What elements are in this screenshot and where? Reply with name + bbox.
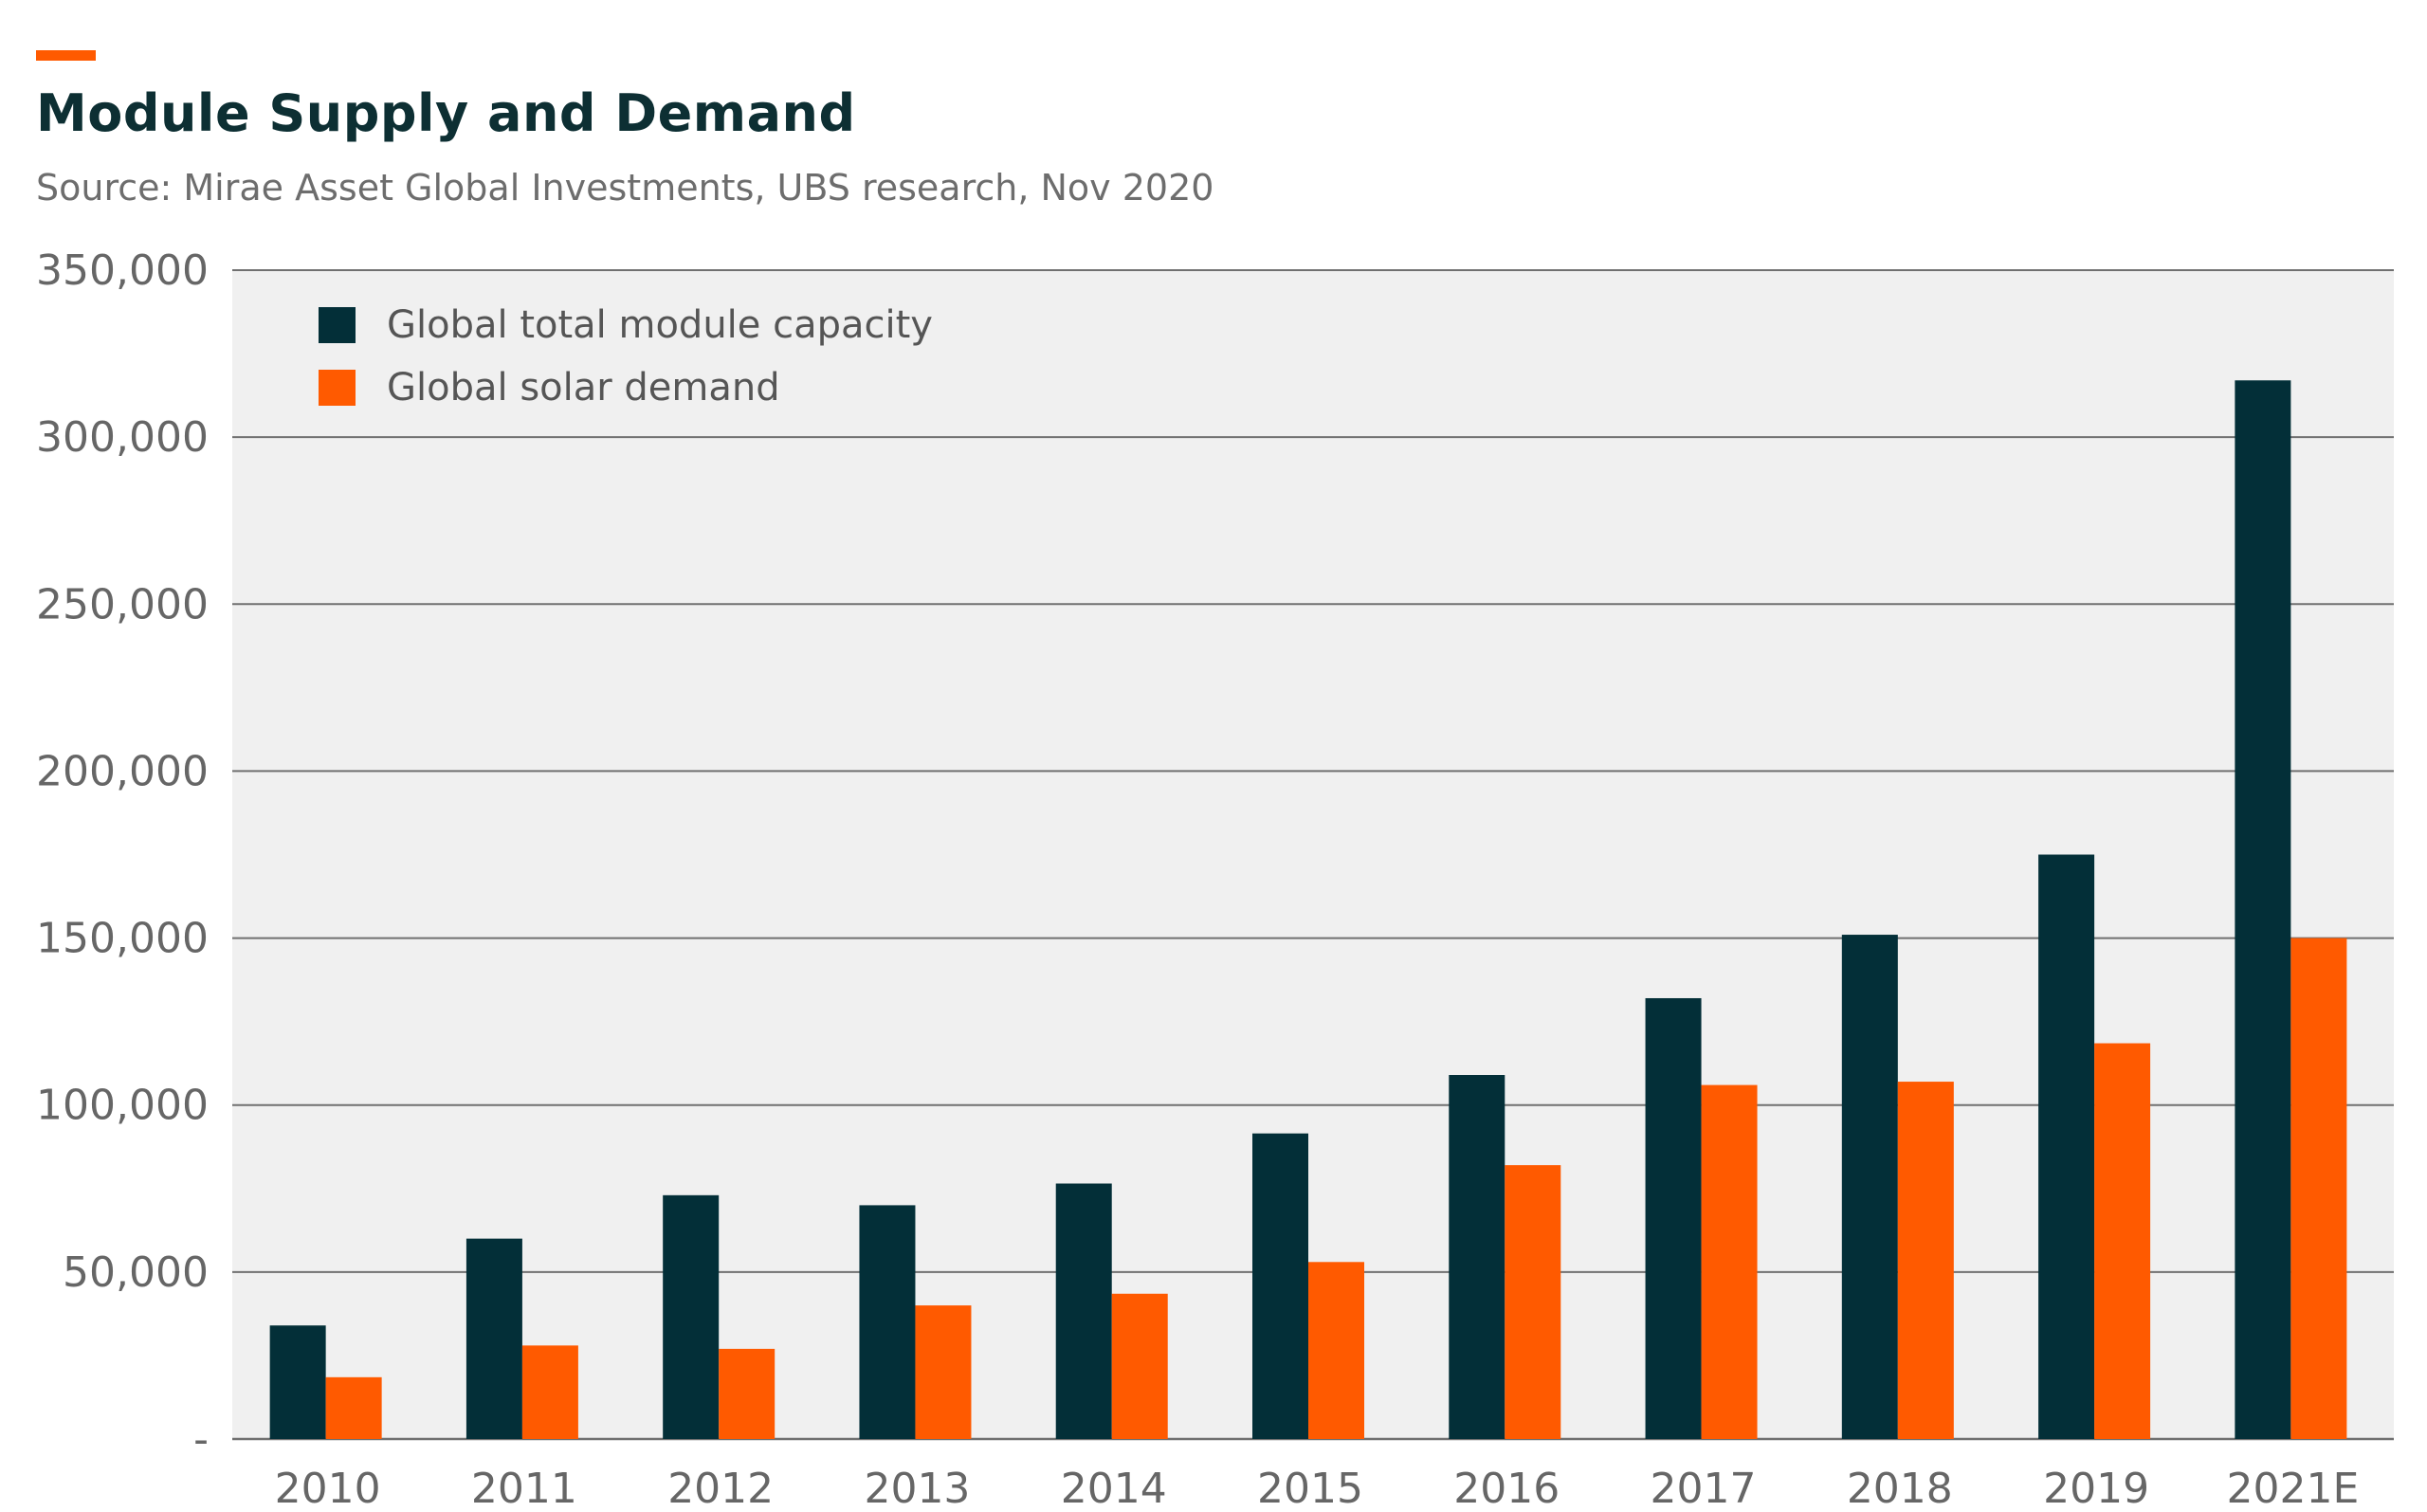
x-tick-label: 2015 bbox=[1257, 1465, 1363, 1512]
bar-solar-demand bbox=[521, 1345, 578, 1439]
bar-solar-demand bbox=[1308, 1262, 1364, 1439]
y-tick-label: 100,000 bbox=[36, 1082, 209, 1130]
bar-module-capacity bbox=[1841, 935, 1898, 1439]
x-tick-label: 2016 bbox=[1453, 1465, 1560, 1512]
x-tick-label: 2021E bbox=[2226, 1465, 2359, 1512]
bar-solar-demand bbox=[1897, 1082, 1954, 1439]
bar-module-capacity bbox=[2038, 854, 2095, 1439]
bar-solar-demand bbox=[719, 1348, 776, 1439]
x-tick-label: 2013 bbox=[864, 1465, 970, 1512]
bar-solar-demand bbox=[1111, 1293, 1168, 1439]
x-tick-label: 2010 bbox=[275, 1465, 381, 1512]
y-tick-label: - bbox=[193, 1415, 209, 1464]
legend-swatch-solar-demand bbox=[319, 370, 356, 406]
y-tick-label: 250,000 bbox=[36, 580, 209, 628]
title-accent-bar bbox=[36, 50, 96, 61]
x-tick-label: 2012 bbox=[667, 1465, 774, 1512]
chart-title: Module Supply and Demand bbox=[36, 83, 856, 143]
x-tick-label: 2014 bbox=[1061, 1465, 1167, 1512]
bar-module-capacity bbox=[663, 1194, 720, 1439]
legend-label-module-capacity: Global total module capacity bbox=[387, 303, 933, 347]
bar-module-capacity bbox=[269, 1325, 326, 1439]
x-tick-label: 2017 bbox=[1651, 1465, 1757, 1512]
legend-label-solar-demand: Global solar demand bbox=[387, 366, 780, 410]
bar-solar-demand bbox=[1505, 1165, 1561, 1439]
bar-module-capacity bbox=[2235, 380, 2291, 1439]
bar-module-capacity bbox=[859, 1205, 916, 1439]
legend-swatch-module-capacity bbox=[319, 307, 356, 343]
bar-module-capacity bbox=[1645, 997, 1702, 1439]
x-tick-label: 2011 bbox=[471, 1465, 577, 1512]
bar-solar-demand bbox=[2290, 938, 2347, 1439]
y-tick-label: 300,000 bbox=[36, 413, 209, 462]
chart-source: Source: Mirae Asset Global Investments, … bbox=[36, 167, 1214, 209]
bar-module-capacity bbox=[1055, 1183, 1112, 1439]
bar-module-capacity bbox=[1252, 1133, 1308, 1439]
plot-area bbox=[232, 270, 2394, 1439]
bar-module-capacity bbox=[1449, 1075, 1505, 1439]
x-tick-label: 2019 bbox=[2043, 1465, 2149, 1512]
bar-solar-demand bbox=[915, 1305, 972, 1439]
y-tick-label: 350,000 bbox=[36, 246, 209, 295]
bar-module-capacity bbox=[465, 1238, 522, 1439]
bar-solar-demand bbox=[2094, 1043, 2151, 1439]
bar-solar-demand bbox=[325, 1376, 382, 1439]
y-tick-label: 50,000 bbox=[63, 1248, 209, 1297]
y-tick-label: 200,000 bbox=[36, 747, 209, 795]
y-tick-label: 150,000 bbox=[36, 915, 209, 963]
x-tick-label: 2018 bbox=[1847, 1465, 1953, 1512]
bar-solar-demand bbox=[1701, 1084, 1758, 1439]
